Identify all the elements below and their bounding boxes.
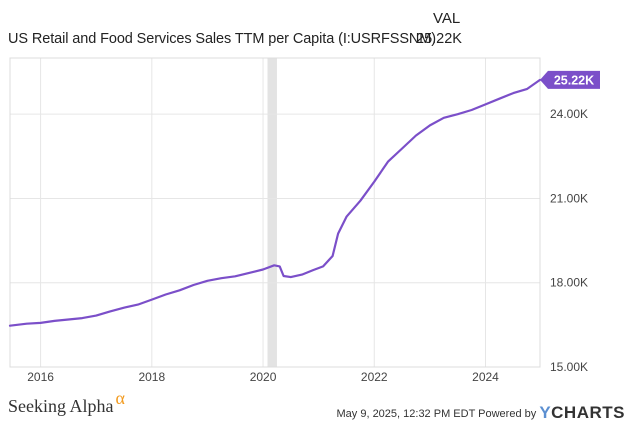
end-value-tag	[540, 70, 600, 89]
y-tick-label: 21.00K	[550, 191, 588, 205]
timestamp: May 9, 2025, 12:32 PM EDT	[336, 408, 476, 420]
end-value-label: 25.22K	[554, 73, 594, 87]
alpha-icon: α	[115, 388, 125, 408]
x-tick-label: 2024	[472, 370, 499, 384]
value-column-header: VAL	[433, 10, 461, 27]
x-tick-label: 2016	[27, 370, 54, 384]
x-tick-label: 2020	[250, 370, 277, 384]
powered-by: Powered by	[478, 408, 537, 420]
ycharts-y: Y	[539, 403, 552, 422]
seeking-alpha-logo: Seeking Alpha α	[8, 388, 125, 417]
x-tick-label: 2018	[138, 370, 165, 384]
logo-text: Seeking Alpha	[8, 396, 114, 416]
y-tick-label: 24.00K	[550, 107, 588, 121]
x-tick-label: 2022	[361, 370, 388, 384]
latest-value: 25.22K	[416, 31, 462, 47]
y-tick-label: 15.00K	[550, 360, 588, 374]
ycharts-logo: YCHARTS	[539, 403, 625, 422]
recession-band	[267, 58, 277, 367]
chart-footer: May 9, 2025, 12:32 PM EDT Powered by YCH…	[337, 403, 626, 423]
series-line	[8, 78, 542, 327]
plot-frame	[9, 57, 541, 368]
ycharts-text: CHARTS	[551, 403, 625, 422]
series-name: US Retail and Food Services Sales TTM pe…	[8, 31, 436, 47]
y-tick-label: 18.00K	[550, 276, 588, 290]
